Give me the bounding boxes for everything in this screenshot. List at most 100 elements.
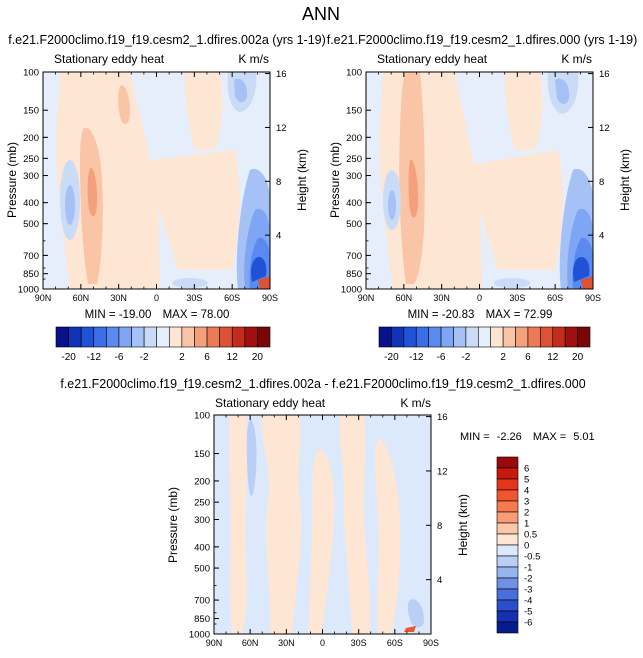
panel-1-stats-min-max: MIN = -19.00 MAX = 78.00 (85, 309, 230, 321)
panel-2-ylabel: Pressure (mb) (328, 142, 342, 218)
panel-1-colorbar-label: 6 (204, 352, 210, 363)
panel-2-ytick-label: 150 (346, 106, 362, 117)
panel-2-contour-blue-upper-right-core (555, 78, 570, 104)
panel-2-xtick-label: 30S (509, 293, 525, 303)
panel-3-xtick-label: 60S (387, 638, 403, 648)
panel-3-contour-cool-2 (407, 599, 424, 628)
panel-2-ytick-label: 100 (346, 68, 362, 79)
panel-3-colorbar-swatch (496, 599, 519, 612)
panel-3-ylabel: Pressure (mb) (166, 487, 180, 563)
panel-1-y2label: Height (km) (295, 149, 309, 211)
panel-3-colorbar-label: -0.5 (524, 552, 540, 563)
panel-1-contour-warm-band (56, 72, 160, 289)
panel-3-title: f.e21.F2000climo.f19_f19.cesm2_1.dfires.… (60, 377, 585, 391)
panel-1-colorbar-swatch (231, 326, 246, 348)
panel-1: f.e21.F2000climo.f19_f19.cesm2_1.dfires.… (5, 33, 326, 363)
panel-3-ytick-label: 400 (194, 542, 210, 553)
panel-1-subtitle-left: Stationary eddy heat (54, 52, 165, 66)
panel-3: f.e21.F2000climo.f19_f19.cesm2_1.dfires.… (60, 377, 594, 648)
panel-3-colorbar-swatch (496, 555, 519, 568)
panel-2-max: MAX = 72.99 (486, 309, 553, 321)
panel-2: f.e21.F2000climo.f19_f19.cesm2_1.dfires.… (327, 33, 638, 363)
panel-2-ytick-label: 300 (346, 171, 362, 182)
panel-2-xtick-label: 60S (547, 293, 563, 303)
panel-1-ytick-label: 1000 (18, 285, 39, 296)
panel-2-y2label: Height (km) (618, 149, 632, 211)
panel-3-y2tick-label: 4 (437, 575, 442, 586)
panel-2-xtick-label: 60N (396, 293, 413, 303)
panel-3-colorbar-label: -1 (524, 563, 532, 574)
panel-2-colorbar-swatch (391, 326, 405, 348)
panel-2-ytick-label: 500 (346, 219, 362, 230)
panel-1-colorbar: -20 -12 -6 -2 2 6 12 20 (55, 326, 271, 363)
panel-1-colorbar-swatch (55, 326, 69, 348)
panel-1-xtick-label: 30S (186, 293, 202, 303)
panel-1-xtick-label: 0 (154, 293, 159, 303)
panel-1-min: MIN = -19.00 (85, 309, 152, 321)
panel-3-colorbar-swatch (496, 500, 519, 513)
panel-1-colorbar-swatch (93, 326, 107, 348)
panel-3-subtitle-left: Stationary eddy heat (215, 396, 326, 410)
panel-3-y2label: Height (km) (456, 494, 470, 556)
panel-1-contour-warm-band-3 (184, 72, 223, 150)
panel-1-colorbar-label: 20 (252, 352, 264, 363)
panel-2-contour-warm-band-3 (504, 72, 543, 150)
panel-3-colorbar-swatch (496, 566, 519, 579)
panel-3-colorbar-swatch (496, 489, 519, 502)
panel-1-colorbar-swatch (206, 326, 220, 348)
panel-3-ytick-label: 1000 (189, 630, 210, 641)
panel-2-contour-blue-left-core (388, 190, 396, 220)
panel-1-ytick-label: 100 (23, 68, 39, 79)
panel-1-plot (43, 72, 270, 289)
panel-3-contour-cool-1 (246, 419, 257, 497)
panel-1-colorbar-label: -2 (140, 352, 149, 363)
panel-3-colorbar-label: 1 (524, 519, 529, 530)
panel-3-xtick-label: 30N (278, 638, 295, 648)
panel-2-colorbar-swatch (428, 326, 442, 348)
panel-3-y2tick-label: 12 (437, 466, 448, 477)
panel-3-colorbar-label: -2 (524, 574, 532, 585)
panel-1-colorbar-label: 2 (179, 352, 185, 363)
panel-2-contour-red-corner (581, 276, 593, 289)
panel-2-axes: 100 150 200 250 300 400 500 700 850 1000 16 12 8 4 90N… (341, 68, 610, 304)
panel-2-ytick-label: 850 (346, 269, 362, 280)
panel-3-min-value: -2.26 (497, 431, 522, 443)
panel-1-axes: 100 150 200 250 300 400 500 700 850 1000 16 12 8 4 90N… (18, 68, 287, 304)
panel-2-colorbar-swatch (403, 326, 417, 348)
panel-3-xtick-label: 30S (351, 638, 367, 648)
panel-2-colorbar-label: -12 (409, 352, 424, 363)
panel-3-colorbar-swatch (496, 511, 519, 524)
panel-1-ytick-label: 150 (23, 106, 39, 117)
panel-1-xtick-label: 60S (224, 293, 240, 303)
panel-3-colorbar-swatch (496, 467, 519, 480)
panel-3-ytick-label: 850 (194, 614, 210, 625)
panel-1-contour-blue-left-core (65, 185, 75, 225)
panel-2-y2tick-label: 8 (599, 177, 604, 188)
panel-2-colorbar-label: 20 (572, 352, 584, 363)
panel-1-colorbar-swatch (106, 326, 120, 348)
panel-3-ytick-label: 700 (194, 596, 210, 607)
panel-2-ytick-label: 250 (346, 154, 362, 165)
panel-3-xtick-label: 90N (206, 638, 223, 648)
panel-3-colorbar-swatch (496, 544, 519, 557)
panel-2-contour-blue-lower-right-4 (573, 256, 590, 282)
panel-3-ytick-label: 200 (194, 476, 210, 487)
panel-1-ytick-label: 850 (23, 269, 39, 280)
panel-1-colorbar-swatch (118, 326, 132, 348)
panel-2-ytick-label: 1000 (341, 285, 362, 296)
panel-3-ytick-label: 500 (194, 564, 210, 575)
panel-3-xtick-label: 0 (320, 638, 325, 648)
panel-3-ytick-label: 250 (194, 498, 210, 509)
panel-2-ytick-label: 200 (346, 133, 362, 144)
panel-2-colorbar-swatch (477, 326, 492, 348)
panel-3-colorbar-label: 6 (524, 464, 529, 475)
panel-3-ytick-label: 150 (194, 449, 210, 460)
panel-3-colorbar-label: 2 (524, 508, 529, 519)
panel-2-colorbar-swatch (527, 326, 541, 348)
panel-2-colorbar-label: 6 (525, 352, 531, 363)
panel-3-colorbar-swatch (496, 610, 519, 623)
panel-1-xtick-label: 30N (110, 293, 127, 303)
panel-2-colorbar-swatch (378, 326, 392, 348)
panel-3-contour-warm-3 (308, 449, 335, 634)
panel-1-ytick-label: 300 (23, 171, 39, 182)
